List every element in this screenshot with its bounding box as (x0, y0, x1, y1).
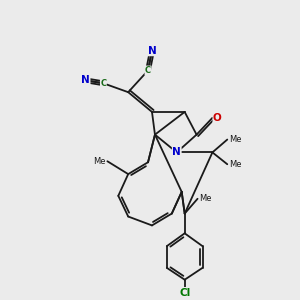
Text: C: C (145, 66, 151, 75)
Text: Cl: Cl (179, 287, 190, 298)
Text: N: N (172, 147, 181, 158)
Text: Me: Me (200, 194, 212, 203)
Text: N: N (81, 75, 90, 85)
Text: Me: Me (229, 135, 242, 144)
Text: N: N (148, 46, 156, 56)
Text: O: O (213, 113, 222, 123)
Text: Me: Me (93, 157, 105, 166)
Text: C: C (100, 79, 106, 88)
Text: Me: Me (229, 160, 242, 169)
